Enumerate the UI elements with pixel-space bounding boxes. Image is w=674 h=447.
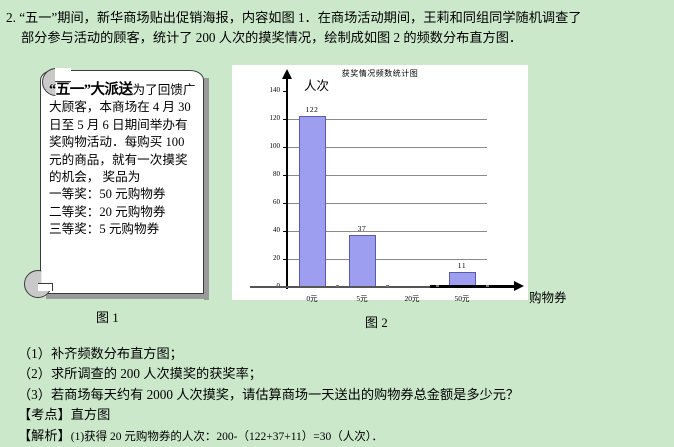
poster-prize-third: 三等奖：5 元购物券 [49,222,160,237]
y-tick-mark [283,287,288,288]
y-tick-label: 60 [273,198,280,206]
chart-title: 获奖情况频数统计图 [341,69,419,78]
bar-value-label: 11 [457,260,467,270]
histogram-bar [348,235,376,287]
y-tick-label: 100 [269,142,281,150]
histogram-bar [298,116,326,287]
x-tick-mark [436,285,439,287]
y-tick-label: 20 [273,254,280,262]
x-tick-label: 5元 [356,294,368,303]
y-tick-label: 80 [273,170,280,178]
gridline [287,231,487,232]
chart-plot-area: 122 37 11 [287,91,487,287]
x-tick-label: 20元 [404,294,420,303]
problem-statement: 2. “五一”期间，新华商场贴出促销海报，内容如图 1．在商场活动期间，王莉和同… [6,8,668,48]
y-tick-mark [283,231,288,232]
x-tick-mark [386,285,389,287]
x-axis-label: 购物券 [529,291,567,305]
gridline [287,203,487,204]
poster-shadow-right [204,78,209,300]
poster-body: 为了回馈广大顾客，本商场在 4 月 30 日至 5 月 6 日期间举办有奖购物活… [49,83,196,185]
gridline [287,259,487,260]
poster-shadow-bottom [46,294,209,299]
bar-value-label: 122 [305,105,319,115]
y-tick-label: 120 [269,114,281,122]
questions-block: （1）补齐频数分布直方图； （2）求所调查的 200 人次摸奖的获奖率； （3）… [18,344,668,447]
poster-prize-first: 一等奖：50 元购物券 [49,187,166,202]
y-tick-mark [283,91,288,92]
poster-prize-second: 二等奖：20 元购物券 [49,204,166,219]
y-tick-mark [283,259,288,260]
kaodian-value: 直方图 [70,407,111,423]
scroll-curl-top-left-notch [55,68,71,82]
y-tick-mark [283,147,288,148]
bar-value-label: 37 [357,224,367,234]
y-axis-line [286,77,288,289]
gridline [287,175,487,176]
x-axis-line [250,286,500,288]
y-tick-label: 140 [269,86,281,94]
x-tick-label: 0元 [306,294,318,303]
jiexi-value: (1)获得 20 元购物券的人次：200-（122+37+11）=30（人次）． [70,430,384,443]
x-tick-mark [336,285,339,287]
kaodian-label: 【考点】 [18,407,71,423]
y-tick-mark [283,119,288,120]
question-1: （1）补齐频数分布直方图； [18,346,183,361]
poster-headline: “五一”大派送 [49,82,133,98]
problem-statement-line-1: 2. “五一”期间，新华商场贴出促销海报，内容如图 1．在商场活动期间，王莉和同… [6,10,582,25]
x-tick-label: 50元 [454,294,470,303]
y-tick-label: 40 [273,226,280,234]
x-axis-line-bold-segment [430,285,516,288]
question-2: （2）求所调查的 200 人次摸奖的获奖率； [18,366,262,382]
y-tick-mark [283,203,288,204]
x-tick-mark [486,285,489,287]
y-tick-mark [283,175,288,176]
figure-1-caption: 图 1 [96,310,119,325]
promotional-poster-figure: “五一”大派送为了回馈广大顾客，本商场在 4 月 30 日至 5 月 6 日期间… [22,62,212,302]
jiexi-row: 【解析】(1)获得 20 元购物券的人次：200-（122+37+11）=30（… [18,426,668,447]
scroll-curl-bottom-left-notch [38,283,53,291]
x-axis-arrow-icon [514,281,524,291]
gridline [287,119,487,120]
kaodian-row: 【考点】直方图 [18,405,668,425]
poster-text: “五一”大派送为了回馈广大顾客，本商场在 4 月 30 日至 5 月 6 日期间… [49,82,197,239]
problem-statement-line-2: 部分参与活动的顾客，统计了 200 人次的摸奖情况，绘制成如图 2 的频数分布直… [21,30,523,45]
y-axis-arrow-icon [282,69,292,79]
figure-2-caption: 图 2 [365,315,388,330]
y-axis-label: 人次 [304,79,330,93]
question-3: （3）若商场每天约有 2000 人次摸奖，请估算商场一天送出的购物券总金额是多少… [18,386,520,402]
gridline [287,147,487,148]
jiexi-label: 【解析】 [18,427,71,443]
poster-paper [40,70,204,294]
frequency-histogram-chart: 获奖情况频数统计图 020406080100120140 人次 1223711 … [232,65,528,303]
